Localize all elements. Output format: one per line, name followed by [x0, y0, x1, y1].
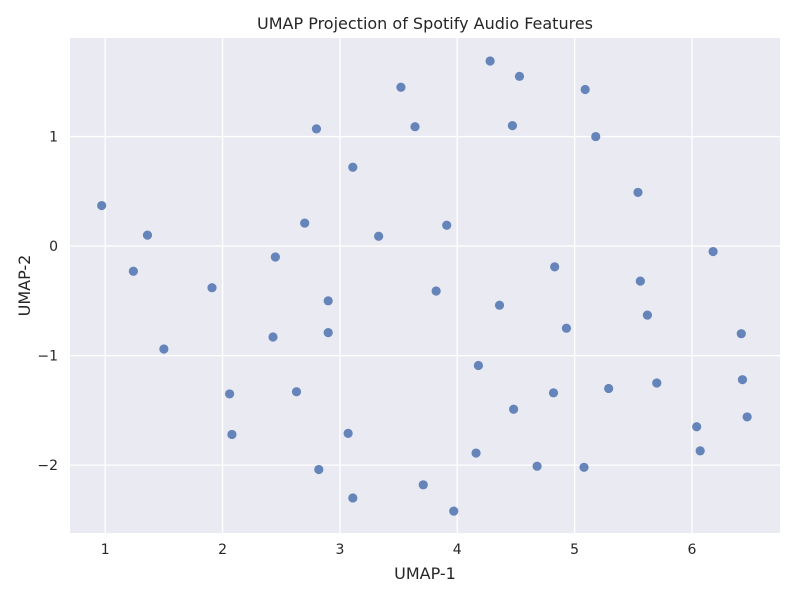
data-point	[343, 428, 353, 438]
chart-title: UMAP Projection of Spotify Audio Feature…	[257, 14, 593, 33]
data-point	[431, 286, 441, 296]
data-point	[323, 327, 333, 338]
data-point	[270, 252, 280, 262]
x-tick-label: 5	[570, 542, 579, 558]
data-point	[207, 283, 217, 293]
data-point	[548, 388, 559, 398]
data-point	[695, 446, 705, 456]
y-tick-label: −1	[37, 349, 58, 365]
x-tick-label: 1	[101, 542, 110, 558]
y-tick-label: 1	[49, 130, 58, 146]
data-point	[591, 131, 601, 142]
data-point	[159, 344, 169, 354]
y-tick-label: 0	[49, 239, 58, 255]
data-point	[514, 71, 525, 81]
grid-lines	[70, 38, 780, 533]
x-axis-label: UMAP-1	[394, 564, 456, 583]
data-point	[311, 124, 322, 134]
data-point	[561, 323, 572, 333]
data-point	[410, 122, 420, 132]
x-tick-label: 2	[218, 542, 227, 558]
data-point	[348, 493, 358, 503]
x-axis-ticks: 1 2 3 4 5 6	[101, 542, 697, 558]
data-point	[142, 230, 153, 240]
data-point	[635, 276, 645, 286]
data-point	[291, 387, 302, 397]
y-tick-label: −2	[37, 458, 58, 474]
data-point	[442, 220, 452, 230]
data-point	[580, 84, 590, 95]
data-point	[473, 360, 483, 371]
data-point	[507, 121, 518, 131]
data-point	[633, 187, 643, 198]
data-point	[449, 506, 459, 516]
y-axis-ticks: −2 −1 0 1	[37, 130, 58, 475]
y-axis-label: UMAP-2	[15, 255, 34, 317]
data-point	[494, 300, 505, 310]
data-point	[348, 162, 358, 172]
data-point	[227, 429, 237, 440]
data-point	[604, 383, 614, 394]
data-point	[652, 378, 662, 388]
data-point	[737, 375, 748, 385]
data-point	[742, 412, 752, 422]
data-point	[579, 462, 589, 472]
data-point	[532, 461, 542, 471]
data-point	[268, 332, 278, 342]
data-points	[97, 56, 752, 516]
data-point	[300, 218, 310, 228]
data-point	[374, 231, 384, 241]
x-tick-label: 6	[688, 542, 697, 558]
data-point	[485, 56, 495, 66]
data-point	[642, 310, 652, 320]
data-point	[550, 262, 560, 272]
x-tick-label: 4	[453, 542, 462, 558]
data-point	[97, 200, 107, 211]
data-point	[418, 480, 428, 490]
data-point	[736, 329, 746, 339]
data-point	[396, 82, 406, 92]
data-point	[128, 266, 138, 276]
data-point	[314, 464, 324, 475]
data-point	[471, 448, 481, 458]
data-point	[509, 404, 519, 414]
data-point	[225, 389, 235, 399]
data-point	[692, 422, 702, 432]
data-point	[323, 296, 333, 306]
data-point	[708, 246, 718, 257]
x-tick-label: 3	[335, 542, 344, 558]
plot-area	[70, 38, 780, 533]
